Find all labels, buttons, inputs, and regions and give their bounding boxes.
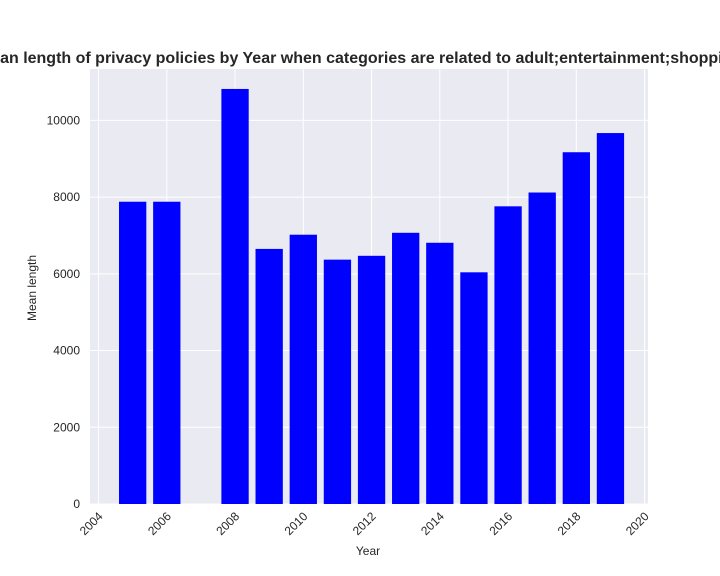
bar-2008 — [221, 88, 249, 505]
x-tick-label: 2020 — [623, 509, 652, 538]
bar-2009 — [255, 248, 283, 504]
bar-2016 — [494, 206, 522, 504]
x-tick-label: 2018 — [555, 509, 584, 538]
y-tick-label: 2000 — [53, 420, 80, 434]
bar-2013 — [392, 232, 420, 504]
bar-2017 — [528, 192, 556, 504]
bar-2014 — [426, 242, 454, 504]
y-axis-label: Mean length — [25, 255, 39, 321]
y-tick-label: 0 — [73, 497, 80, 511]
bar-2011 — [323, 259, 352, 504]
y-tick-label: 6000 — [53, 267, 80, 281]
bar-2019 — [596, 133, 625, 504]
x-axis-label: Year — [356, 544, 380, 558]
bar-2012 — [357, 255, 386, 504]
bar-2015 — [460, 272, 488, 504]
x-tick-label: 2008 — [213, 509, 242, 538]
bar-2006 — [153, 201, 181, 505]
bar-2010 — [289, 234, 317, 504]
bar-2018 — [562, 152, 590, 505]
x-tick-label: 2010 — [282, 509, 311, 538]
x-tick-label: 2016 — [486, 509, 515, 538]
bars — [119, 88, 625, 505]
y-tick-label: 8000 — [53, 190, 80, 204]
chart-title: Mean length of privacy policies by Year … — [0, 50, 720, 67]
x-tick-label: 2006 — [145, 509, 174, 538]
x-tick-label: 2004 — [77, 509, 106, 538]
bar-2005 — [119, 201, 147, 505]
y-tick-label: 10000 — [47, 113, 81, 127]
y-tick-label: 4000 — [53, 344, 80, 358]
x-tick-label: 2012 — [350, 509, 379, 538]
x-tick-label: 2014 — [418, 509, 447, 538]
